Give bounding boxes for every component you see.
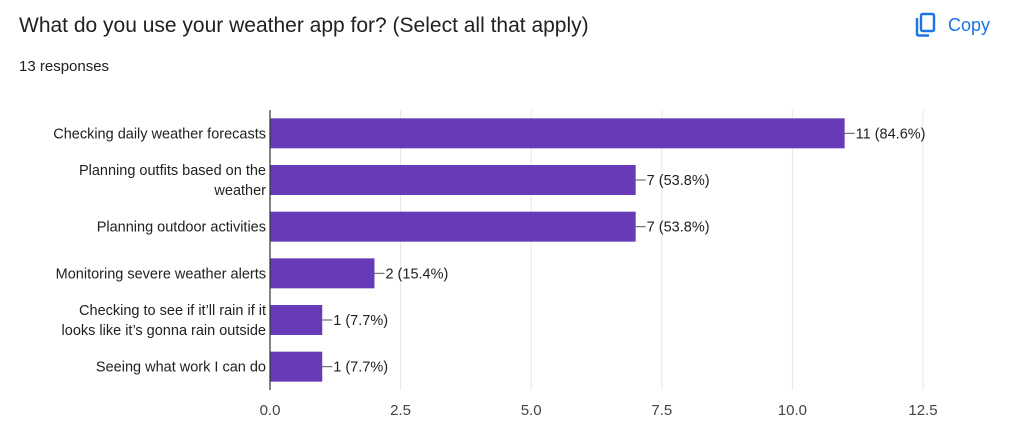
category-label: Monitoring severe weather alerts	[56, 266, 266, 282]
copy-button-label: Copy	[948, 14, 991, 35]
data-label: 7 (53.8%)	[647, 220, 710, 236]
category-label: Checking daily weather forecasts	[53, 126, 266, 142]
chart-title: What do you use your weather app for? (S…	[19, 14, 589, 37]
data-label: 1 (7.7%)	[333, 313, 388, 329]
x-tick-label: 5.0	[521, 402, 542, 419]
category-label: Planning outfits based on the	[79, 163, 266, 179]
bar	[270, 211, 636, 242]
bar	[270, 118, 845, 149]
copy-icon	[914, 12, 936, 38]
bar	[270, 305, 323, 335]
category-label: Seeing what work I can do	[96, 360, 266, 376]
data-label: 2 (15.4%)	[385, 266, 448, 282]
bar	[270, 165, 636, 195]
x-tick-label: 12.5	[908, 402, 937, 419]
copy-button[interactable]: Copy	[906, 8, 998, 42]
bar	[270, 258, 375, 289]
response-count: 13 responses	[19, 58, 110, 75]
x-tick-label: 2.5	[390, 402, 411, 419]
category-label: Checking to see if it’ll rain if it	[79, 303, 266, 319]
x-tick-label: 10.0	[778, 402, 807, 419]
x-tick-label: 0.0	[260, 402, 281, 419]
data-label: 1 (7.7%)	[333, 360, 388, 376]
category-label: weather	[213, 183, 266, 199]
category-label: Planning outdoor activities	[97, 220, 266, 236]
x-tick-label: 7.5	[651, 402, 672, 419]
bar	[270, 351, 323, 382]
data-label: 11 (84.6%)	[856, 126, 926, 142]
category-label: looks like it’s gonna rain outside	[62, 323, 266, 339]
data-label: 7 (53.8%)	[647, 173, 710, 189]
